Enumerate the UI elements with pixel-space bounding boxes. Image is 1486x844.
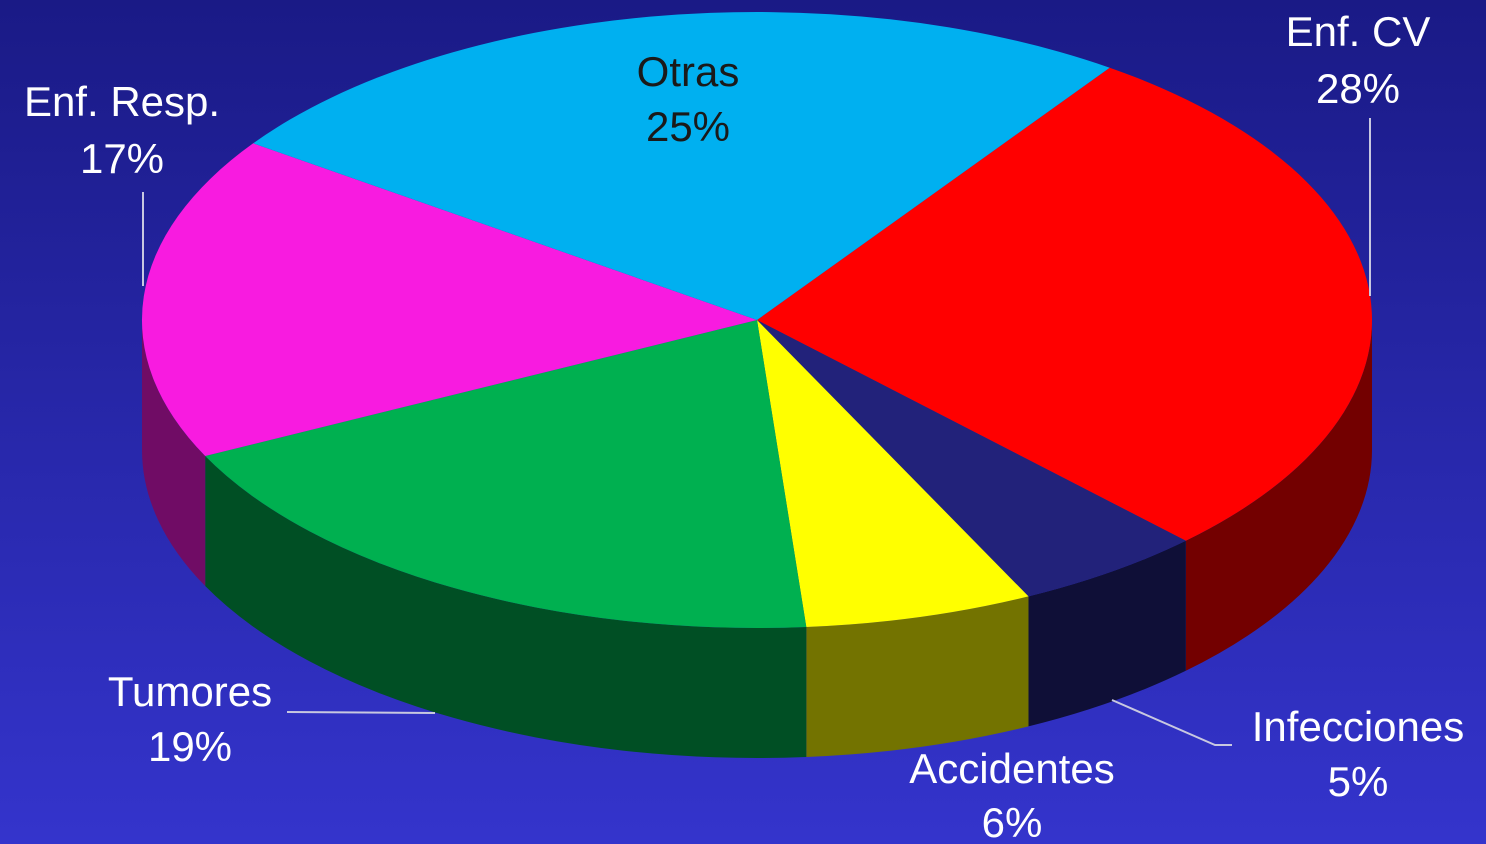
slice	[757, 67, 1372, 541]
slice-side	[142, 320, 206, 586]
slice-side	[1028, 540, 1186, 727]
sides	[142, 320, 1372, 758]
slice-side	[806, 596, 1029, 757]
slice	[757, 320, 1029, 627]
slice-side	[1185, 320, 1372, 671]
slice	[141, 143, 758, 457]
slice	[205, 320, 807, 628]
slice-label: Enf. Resp.	[24, 78, 220, 125]
slice-label: Enf. CV	[1286, 8, 1431, 55]
slice-value-label: 28%	[1316, 65, 1400, 112]
slice-value-label: 25%	[646, 103, 730, 150]
slice-label: Otras	[637, 48, 740, 95]
slice-label: Tumores	[108, 668, 272, 715]
slice-value-label: 6%	[982, 799, 1043, 844]
slice	[757, 320, 1186, 597]
leader-line	[286, 711, 436, 714]
slice-label: Infecciones	[1252, 703, 1464, 750]
labels: Enf. CV 28% Infecciones 5% Accidentes 6% Tumor…	[24, 8, 1464, 844]
leader-line	[1111, 699, 1232, 746]
slice-side	[205, 456, 807, 758]
leaders	[142, 118, 1371, 746]
slice-label: Accidentes	[909, 745, 1114, 792]
slice-value-label: 5%	[1328, 758, 1389, 805]
slice-value-label: 19%	[148, 723, 232, 770]
tops	[141, 11, 1372, 628]
slice-value-label: 17%	[80, 135, 164, 182]
slice	[253, 11, 1110, 321]
